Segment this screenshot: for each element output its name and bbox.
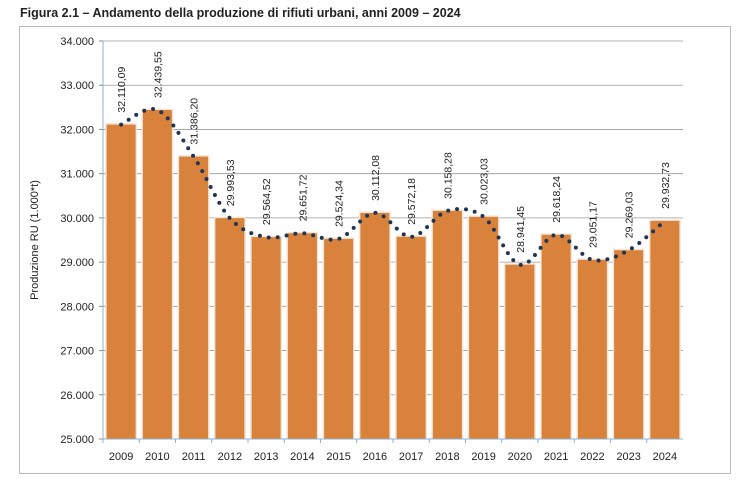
data-label: 29.051,17 <box>587 201 599 248</box>
data-label: 28.941,45 <box>515 206 527 253</box>
y-tick-label: 32.000 <box>60 124 94 136</box>
data-label: 32.110,09 <box>116 66 128 112</box>
x-tick-label: 2013 <box>254 451 278 463</box>
bar-2015 <box>324 238 354 439</box>
bar-2016 <box>360 212 390 439</box>
bar-2021 <box>541 234 571 439</box>
x-tick-label: 2017 <box>399 451 423 463</box>
x-tick-label: 2015 <box>326 451 350 463</box>
y-tick-label: 29.000 <box>60 257 94 269</box>
data-label: 30.023,03 <box>479 158 491 205</box>
y-tick-label: 28.000 <box>60 301 94 313</box>
y-tick-label: 30.000 <box>60 213 94 225</box>
data-label: 32.439,55 <box>152 51 164 98</box>
x-tick-label: 2018 <box>435 451 459 463</box>
x-tick-label: 2014 <box>290 451 314 463</box>
data-label: 29.564,52 <box>261 178 273 225</box>
data-label: 30.158,28 <box>442 152 454 199</box>
x-tick-label: 2010 <box>145 451 169 463</box>
data-label: 29.572,18 <box>406 178 418 225</box>
x-tick-label: 2022 <box>580 451 604 463</box>
x-tick-label: 2021 <box>544 451 568 463</box>
bar-2017 <box>396 236 426 439</box>
x-tick-label: 2016 <box>363 451 387 463</box>
data-label: 29.993,53 <box>225 159 237 206</box>
data-label: 29.618,24 <box>551 176 563 223</box>
bar-2009 <box>106 124 136 439</box>
y-tick-label: 31.000 <box>60 169 94 181</box>
x-tick-label: 2024 <box>653 451 677 463</box>
data-label: 29.932,73 <box>660 162 672 209</box>
x-tick-label: 2020 <box>508 451 532 463</box>
bar-2023 <box>614 250 644 439</box>
y-tick-label: 34.000 <box>60 36 94 48</box>
data-label: 30.112,08 <box>370 155 382 201</box>
bar-2013 <box>251 237 281 439</box>
data-label: 29.269,03 <box>624 191 636 238</box>
data-label: 29.524,34 <box>334 180 346 227</box>
bar-2019 <box>469 216 499 439</box>
data-label: 31.386,20 <box>189 98 201 145</box>
trend-line <box>119 107 667 267</box>
y-tick-label: 25.000 <box>60 434 94 446</box>
bar-2012 <box>215 218 245 439</box>
y-tick-label: 26.000 <box>60 390 94 402</box>
chart-frame <box>19 26 731 474</box>
bar-2010 <box>142 110 172 440</box>
data-label: 29.651,72 <box>297 174 309 221</box>
bar-2024 <box>650 220 680 439</box>
x-tick-label: 2023 <box>616 451 640 463</box>
x-tick-label: 2011 <box>182 451 206 463</box>
bar-2018 <box>432 210 462 439</box>
figure-title: Figura 2.1 – Andamento della produzione … <box>20 6 461 20</box>
x-tick-label: 2019 <box>471 451 495 463</box>
bar-2020 <box>505 264 535 439</box>
y-tick-label: 27.000 <box>60 346 94 358</box>
x-tick-label: 2012 <box>218 451 242 463</box>
bar-2011 <box>179 156 209 439</box>
bar-2014 <box>287 233 317 439</box>
bar-2022 <box>577 259 607 439</box>
y-tick-label: 33.000 <box>60 80 94 92</box>
y-axis-label: Produzione RU (1.000*t) <box>29 180 41 300</box>
x-tick-label: 2009 <box>109 451 133 463</box>
